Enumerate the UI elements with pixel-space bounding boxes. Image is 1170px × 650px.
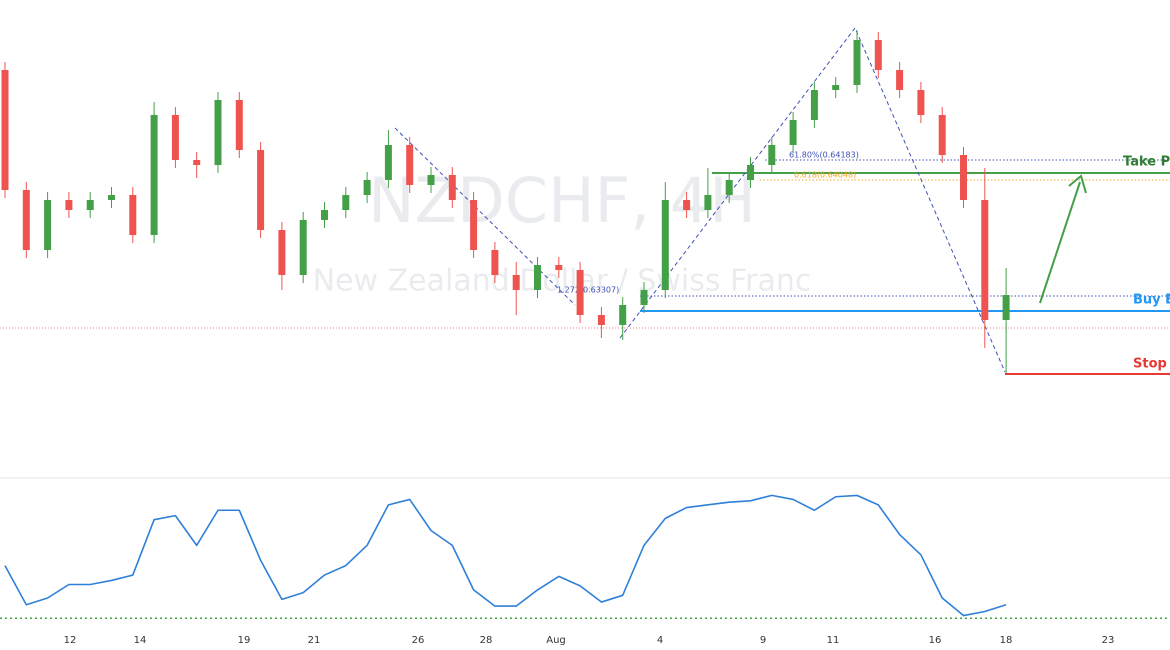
candle-body — [470, 200, 478, 250]
candle-body — [257, 150, 265, 230]
candle-body — [576, 270, 584, 315]
oscillator-line — [4, 494, 1007, 617]
candle-body — [129, 195, 137, 235]
time-label: 26 — [412, 635, 425, 646]
candle-body — [321, 210, 328, 220]
watermark: NZDCHF, 4H — [368, 164, 756, 237]
candle-body — [22, 190, 30, 250]
candle-body — [235, 100, 243, 150]
candle-body — [874, 40, 882, 70]
candle-body — [683, 200, 691, 210]
candle-body — [981, 200, 989, 320]
fib-label: 0.618(0.64048) — [794, 171, 856, 180]
candle-body — [150, 115, 158, 235]
candle-body — [65, 200, 73, 210]
candle-body — [193, 160, 201, 165]
candle-body — [917, 90, 925, 115]
candle-body — [640, 290, 648, 305]
candle-body — [427, 175, 435, 185]
candle-body — [938, 115, 946, 155]
candle-body — [725, 180, 733, 195]
candle-body — [789, 120, 797, 145]
candle-body — [747, 165, 754, 180]
pattern-line — [394, 127, 576, 306]
arrow — [1039, 181, 1081, 304]
candle-body — [597, 315, 605, 325]
candle-body — [299, 220, 307, 275]
time-label: 4 — [657, 635, 663, 646]
candle-body — [278, 230, 286, 275]
candle-body — [960, 155, 967, 200]
stop-loss-label: Stop L — [1133, 357, 1170, 372]
buy-entry-label: Buy E — [1133, 293, 1170, 308]
candle-body — [768, 145, 776, 165]
candle-body — [704, 195, 712, 210]
arrow-head — [1068, 174, 1087, 194]
candle-body — [853, 40, 861, 85]
pattern-line — [619, 27, 1006, 373]
candle-body — [555, 265, 563, 270]
candle-body — [108, 195, 115, 200]
time-label: Aug — [546, 635, 566, 646]
candle-body — [1002, 295, 1010, 320]
time-label: 28 — [480, 635, 493, 646]
candle-body — [44, 200, 52, 250]
take-profit-label: Take Pr — [1123, 155, 1170, 170]
candle-body — [661, 200, 669, 290]
candle-body — [171, 115, 179, 160]
candle-body — [384, 145, 392, 180]
time-label: 14 — [134, 635, 147, 646]
candle-body — [342, 195, 350, 210]
time-label: 21 — [308, 635, 321, 646]
candle-body — [810, 90, 818, 120]
time-label: 9 — [760, 635, 766, 646]
candle-body — [619, 305, 627, 325]
candle-body — [512, 275, 520, 290]
time-label: 18 — [1000, 635, 1013, 646]
candle-body — [896, 70, 904, 90]
candle-body — [86, 200, 94, 210]
time-label: 16 — [929, 635, 942, 646]
time-label: 23 — [1102, 635, 1115, 646]
candle-body — [448, 175, 456, 200]
time-label: 11 — [827, 635, 840, 646]
candle-body — [491, 250, 499, 275]
candle-body — [534, 265, 541, 290]
candle-body — [363, 180, 371, 195]
fib-label: 61.80%(0.64183) — [789, 151, 859, 160]
time-label: 12 — [64, 635, 77, 646]
candle-body — [406, 145, 414, 185]
candle-body — [1, 70, 9, 190]
time-label: 19 — [238, 635, 251, 646]
candle-body — [214, 100, 222, 165]
fib-label: 1.272(0.63307) — [557, 286, 619, 295]
candle-body — [832, 85, 840, 90]
